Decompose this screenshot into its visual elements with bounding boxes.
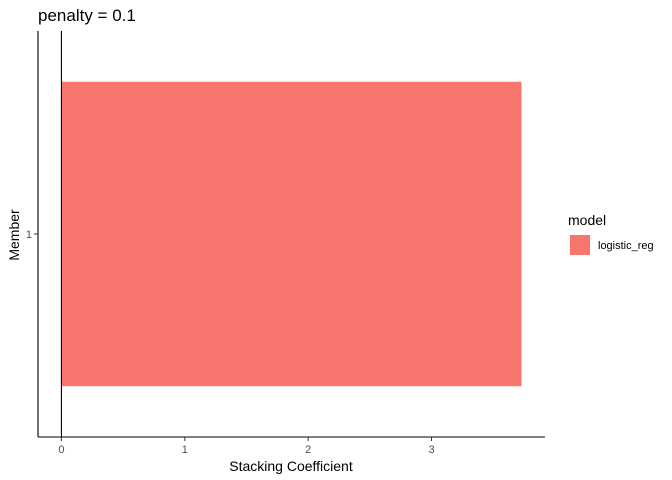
bars-layer [61,81,522,387]
x-tick-label-3: 3 [428,444,434,456]
legend-swatch-logistic-reg [570,235,590,255]
legend-title: model [568,212,606,228]
legend-label-logistic-reg: logistic_reg [598,240,654,252]
x-tick-label-2: 2 [305,444,311,456]
x-tick-label-1: 1 [182,444,188,456]
y-tick-label-1: 1 [26,229,32,241]
bar-1-logistic-reg [61,81,522,387]
chart-title: penalty = 0.1 [38,6,136,25]
y-axis-title: Member [6,209,22,261]
x-ticks: 0 1 2 3 [58,437,435,456]
plot-area: 0 1 2 3 1 [26,31,545,456]
x-axis-title: Stacking Coefficient [229,458,353,474]
legend: model logistic_reg [568,212,654,255]
y-ticks: 1 [26,229,38,241]
x-tick-label-0: 0 [58,444,64,456]
